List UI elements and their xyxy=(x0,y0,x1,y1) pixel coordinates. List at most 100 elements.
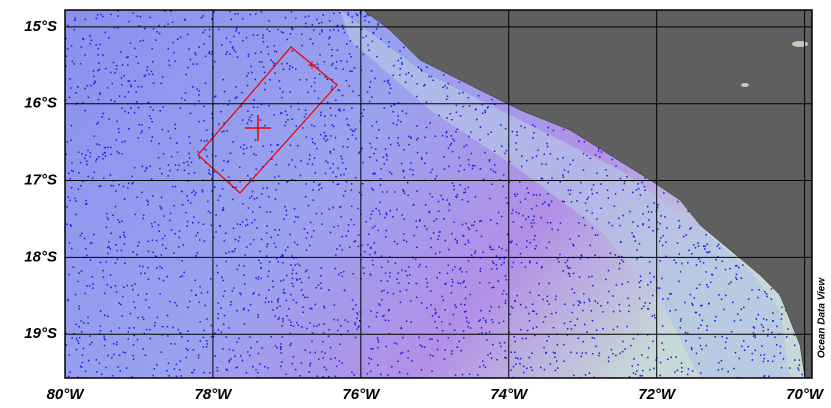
station-dot xyxy=(362,37,364,39)
station-dot xyxy=(554,357,556,359)
station-dot xyxy=(305,109,307,111)
station-dot xyxy=(415,259,417,261)
station-dot xyxy=(300,375,302,377)
station-dot xyxy=(115,285,117,287)
station-dot xyxy=(250,14,252,16)
station-dot xyxy=(420,69,422,71)
station-dot xyxy=(465,244,467,246)
station-dot xyxy=(368,326,370,328)
station-dot xyxy=(193,190,195,192)
station-dot xyxy=(592,320,594,322)
station-dot xyxy=(160,83,162,85)
station-dot xyxy=(549,303,551,305)
station-dot xyxy=(185,212,187,214)
station-dot xyxy=(287,246,289,248)
station-dot xyxy=(328,376,330,378)
station-dot xyxy=(515,364,517,366)
station-dot xyxy=(348,224,350,226)
station-dot xyxy=(591,189,593,191)
station-dot xyxy=(225,233,227,235)
station-dot xyxy=(683,236,685,238)
station-dot xyxy=(300,160,302,162)
station-dot xyxy=(448,203,450,205)
station-dot xyxy=(662,298,664,300)
station-dot xyxy=(318,184,320,186)
station-dot xyxy=(374,253,376,255)
station-dot xyxy=(103,276,105,278)
station-dot xyxy=(170,213,172,215)
station-dot xyxy=(81,233,83,235)
station-dot xyxy=(296,322,298,324)
station-dot xyxy=(74,29,76,31)
station-dot xyxy=(357,208,359,210)
station-dot xyxy=(416,125,418,127)
station-dot xyxy=(309,308,311,310)
station-dot xyxy=(494,164,496,166)
station-dot xyxy=(630,345,632,347)
station-dot xyxy=(75,294,77,296)
station-dot xyxy=(475,250,477,252)
station-dot xyxy=(694,297,696,299)
station-dot xyxy=(152,109,154,111)
station-dot xyxy=(544,369,546,371)
station-dot xyxy=(590,245,592,247)
station-dot xyxy=(277,29,279,31)
station-dot xyxy=(81,270,83,272)
station-dot xyxy=(255,369,256,371)
station-dot xyxy=(490,247,492,249)
station-dot xyxy=(400,58,402,60)
station-dot xyxy=(526,240,528,242)
station-dot xyxy=(189,301,191,303)
station-dot xyxy=(411,360,413,362)
station-dot xyxy=(586,155,588,157)
station-dot xyxy=(389,92,391,94)
station-dot xyxy=(501,264,503,266)
station-dot xyxy=(293,286,295,288)
station-dot xyxy=(309,159,311,161)
station-dot xyxy=(268,301,270,303)
station-dot xyxy=(124,75,126,77)
station-dot xyxy=(346,80,348,82)
station-dot xyxy=(351,206,353,208)
station-dot xyxy=(351,108,353,110)
station-dot xyxy=(446,99,448,101)
station-dot xyxy=(517,194,519,196)
station-dot xyxy=(296,279,298,281)
station-dot xyxy=(81,331,83,333)
station-dot xyxy=(468,322,470,324)
station-dot xyxy=(191,192,193,194)
station-dot xyxy=(378,129,380,131)
station-dot xyxy=(351,189,353,191)
station-dot xyxy=(493,170,495,172)
station-dot xyxy=(81,153,83,155)
station-dot xyxy=(545,352,547,354)
station-dot xyxy=(515,357,517,359)
station-dot xyxy=(490,169,492,171)
station-dot xyxy=(94,135,96,137)
station-dot xyxy=(204,305,206,307)
station-dot xyxy=(263,188,265,190)
station-dot xyxy=(444,85,446,87)
station-dot xyxy=(280,347,282,349)
station-dot xyxy=(371,188,373,190)
lat-tick-label: 19°S xyxy=(24,325,57,342)
station-dot xyxy=(563,361,565,363)
station-dot xyxy=(505,197,507,199)
station-dot xyxy=(753,332,755,334)
station-dot xyxy=(176,376,178,378)
station-dot xyxy=(319,33,321,35)
station-dot xyxy=(125,352,127,354)
station-dot xyxy=(240,224,242,226)
station-dot xyxy=(173,327,175,329)
station-dot xyxy=(119,370,121,372)
station-dot xyxy=(311,124,313,126)
station-dot xyxy=(462,106,464,108)
station-dot xyxy=(467,227,469,229)
station-dot xyxy=(576,352,578,354)
station-dot xyxy=(174,302,176,304)
station-dot xyxy=(251,120,253,122)
station-dot xyxy=(89,35,91,37)
station-dot xyxy=(584,225,586,227)
station-dot xyxy=(107,247,109,249)
station-dot xyxy=(688,250,690,252)
